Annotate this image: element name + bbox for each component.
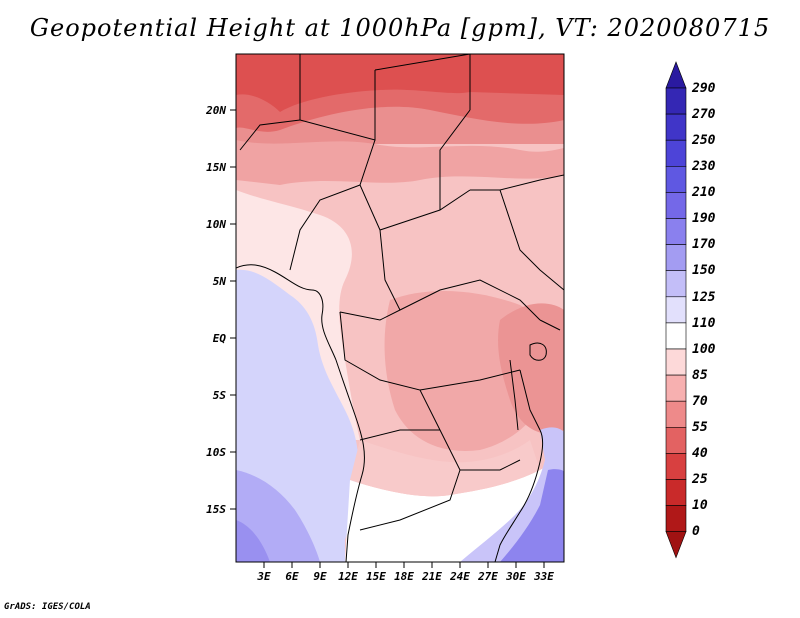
lon-label-9e: 9E	[313, 570, 327, 583]
coastline-east	[494, 429, 544, 562]
colorbar-box	[665, 348, 687, 376]
colorbar-box	[665, 453, 687, 480]
lon-label-6e: 6E	[285, 570, 299, 583]
lat-label-5s: 5S	[213, 389, 227, 402]
lon-label-30e: 30E	[505, 570, 526, 583]
colorbar-box	[665, 87, 687, 115]
lon-axis: 3E 6E 9E 12E 15E 18E 21E 24E 27E 30E 33E	[256, 562, 554, 583]
colorbar-label: 110	[692, 316, 716, 331]
lat-label-10n: 10N	[206, 218, 226, 231]
field-east-africa	[498, 303, 564, 434]
border-2	[239, 119, 541, 321]
colorbar-box	[665, 139, 687, 167]
colorbar-label: 150	[692, 263, 716, 278]
border-4	[470, 174, 564, 431]
lake-victoria	[529, 342, 547, 361]
colorbar-label: 190	[692, 211, 716, 226]
colorbar-box	[665, 374, 687, 402]
colorbar-label: 55	[692, 420, 708, 435]
colorbar-arrow-bottom	[665, 531, 687, 559]
colorbar-box	[665, 270, 687, 298]
field-southeast-deep	[500, 469, 564, 562]
lat-label-5n: 5N	[213, 275, 227, 288]
field-transition-north	[236, 140, 564, 185]
lon-label-24e: 24E	[449, 570, 470, 583]
colorbar-label: 270	[691, 107, 716, 122]
lon-label-15e: 15E	[366, 570, 386, 583]
colorbar-labels: 290 270 250 230 210 190 170 150 125 110 …	[691, 81, 716, 539]
lat-label-15n: 15N	[206, 161, 226, 174]
lake-tanganyika	[509, 359, 519, 431]
colorbar-label: 250	[691, 133, 716, 148]
lat-label-10s: 10S	[206, 446, 226, 459]
field-ocean-deepest	[236, 520, 270, 562]
lon-label-3e: 3E	[256, 570, 271, 583]
colorbar-label: 40	[692, 446, 708, 461]
colorbar-box	[665, 296, 687, 324]
lon-label-21e: 21E	[421, 570, 442, 583]
border-3	[339, 311, 521, 531]
colorbar-box	[665, 505, 687, 533]
colorbar-label: 210	[691, 185, 716, 200]
field-south-pink	[350, 440, 540, 497]
lon-label-27e: 27E	[477, 570, 498, 583]
colorbar-label: 100	[692, 342, 716, 357]
field-band-north-darker	[236, 54, 564, 112]
lat-axis: 20N 15N 10N 5N EQ 5S 10S 15S	[205, 104, 236, 516]
colorbar-box	[665, 218, 687, 245]
lon-label-18e: 18E	[394, 570, 414, 583]
lat-label-15s: 15S	[206, 503, 226, 516]
colorbar-label: 70	[692, 394, 708, 409]
lat-label-20n: 20N	[205, 104, 226, 117]
map-boundaries	[236, 54, 564, 562]
colorbar-box	[665, 113, 687, 141]
colorbar-box	[665, 322, 687, 350]
colorbar-arrow-top	[665, 61, 687, 89]
colorbar-box	[665, 244, 687, 272]
plot-area	[236, 54, 564, 562]
coastline	[236, 264, 365, 562]
credit-text: GrADS: IGES/COLA	[4, 602, 91, 612]
lat-label-eq: EQ	[213, 332, 227, 345]
plot-frame	[235, 53, 565, 563]
colorbar-box	[665, 479, 687, 506]
colorbar-label: 0	[692, 524, 700, 539]
colorbar-box	[665, 166, 687, 193]
colorbar-label: 290	[691, 81, 716, 96]
lon-label-12e: 12E	[338, 570, 358, 583]
colorbar-label: 170	[692, 237, 716, 252]
lon-label-33e: 33E	[533, 570, 554, 583]
colorbar-box	[665, 426, 687, 454]
colorbar-box	[665, 192, 687, 219]
map-title: Geopotential Height at 1000hPa [gpm], VT…	[29, 14, 771, 42]
colorbar	[665, 61, 687, 559]
colorbar-label: 125	[692, 290, 716, 305]
colorbar-box	[665, 400, 687, 428]
colorbar-label: 85	[692, 368, 708, 383]
colorbar-label: 10	[692, 498, 708, 513]
colorbar-label: 25	[691, 472, 708, 487]
colorbar-label: 230	[691, 159, 716, 174]
